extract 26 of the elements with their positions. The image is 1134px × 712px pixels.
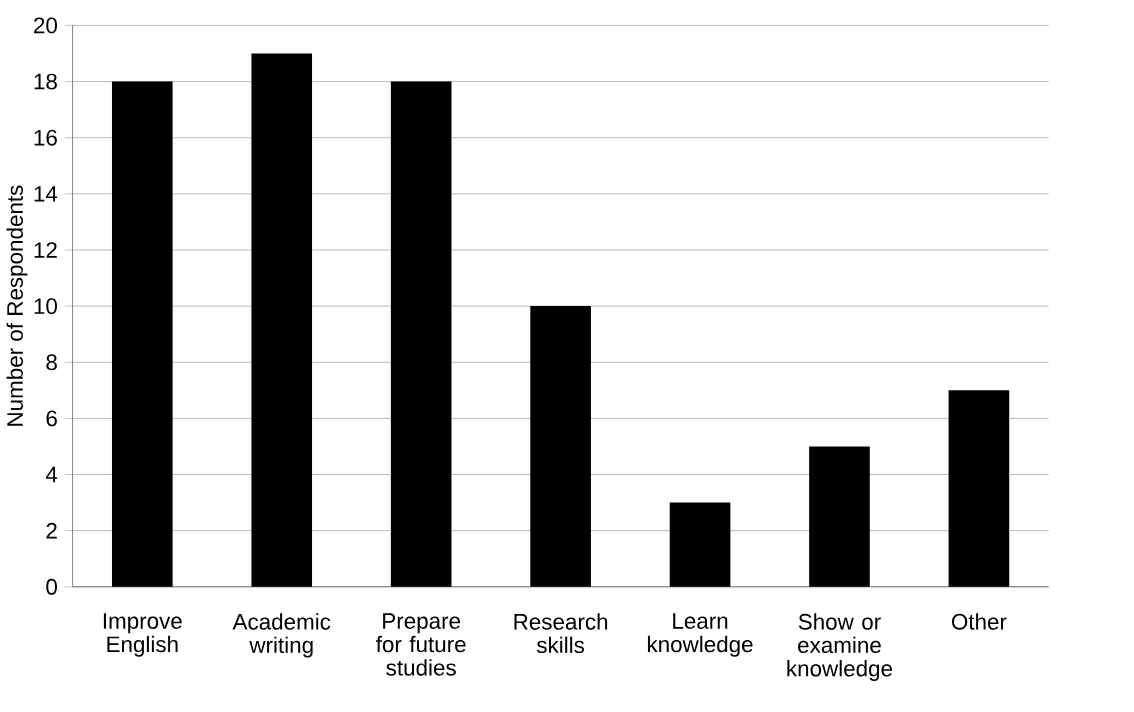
x-tick-label: Academic writing [232,613,331,658]
y-tick-label: 16 [34,129,57,146]
y-tick-label: 8 [46,354,57,371]
bar [251,53,313,587]
x-tick-label: Show or examine knowledge [787,613,893,681]
y-tick-label: 0 [46,578,57,595]
y-tick-label: 14 [34,186,58,202]
y-tick-label: 2 [46,522,57,539]
bar [948,390,1010,587]
x-tick-label: Improve English [103,613,182,657]
x-tick-label: Research skills [514,613,608,654]
y-tick-label: 20 [34,17,57,34]
y-tick-label: 6 [46,410,57,427]
bar [390,81,452,587]
x-tick-label: Prepare for future studies [376,613,466,676]
y-tick-label: 10 [34,298,57,315]
bar [809,446,870,587]
y-tick-label: 4 [45,466,58,483]
x-tick-label: Learn knowledge [647,613,753,657]
x-tick-label: Other [951,613,1007,630]
y-axis-title: Number of Respondents [6,185,28,426]
bar [530,306,591,587]
y-tick-label: 18 [34,73,57,90]
y-tick-label: 12 [34,242,57,258]
bar [111,81,173,587]
bar [669,502,731,587]
